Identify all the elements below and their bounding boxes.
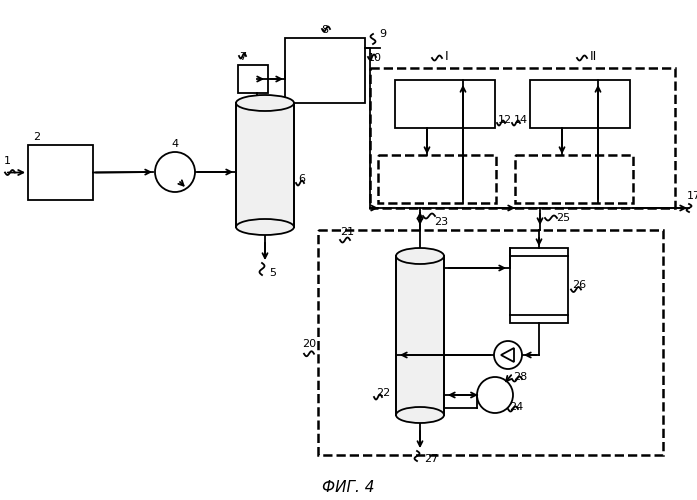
Text: 22: 22 bbox=[376, 388, 390, 398]
Bar bbox=[530, 80, 630, 128]
Bar bbox=[510, 248, 568, 323]
Bar bbox=[318, 230, 663, 455]
Text: 4: 4 bbox=[171, 139, 178, 149]
Text: 28: 28 bbox=[513, 372, 527, 382]
Bar bbox=[378, 155, 496, 203]
Text: 27: 27 bbox=[424, 454, 438, 464]
Text: 17: 17 bbox=[687, 191, 697, 201]
Text: 1: 1 bbox=[4, 156, 11, 166]
Text: ФИГ. 4: ФИГ. 4 bbox=[322, 480, 374, 496]
Circle shape bbox=[477, 377, 513, 413]
Ellipse shape bbox=[236, 95, 294, 111]
Text: 14: 14 bbox=[514, 115, 528, 125]
Text: 8: 8 bbox=[321, 25, 328, 35]
Bar bbox=[28, 145, 93, 200]
Circle shape bbox=[494, 341, 522, 369]
Text: II: II bbox=[590, 50, 597, 62]
Text: 20: 20 bbox=[302, 339, 316, 349]
Bar bbox=[238, 65, 268, 93]
Ellipse shape bbox=[236, 219, 294, 235]
Bar bbox=[370, 68, 675, 208]
Text: 9: 9 bbox=[379, 29, 386, 39]
Text: 21: 21 bbox=[340, 227, 354, 237]
Text: 5: 5 bbox=[269, 268, 276, 278]
Bar bbox=[515, 155, 633, 203]
Text: 7: 7 bbox=[239, 52, 246, 62]
Polygon shape bbox=[501, 348, 514, 362]
Text: 12: 12 bbox=[498, 115, 512, 125]
Text: 2: 2 bbox=[33, 132, 40, 142]
Text: 6: 6 bbox=[298, 174, 305, 184]
Bar bbox=[395, 80, 495, 128]
Text: 26: 26 bbox=[572, 280, 586, 290]
Text: 23: 23 bbox=[434, 217, 448, 227]
Text: 10: 10 bbox=[368, 53, 382, 63]
Bar bbox=[396, 256, 444, 415]
Text: 25: 25 bbox=[556, 213, 570, 223]
Text: 24: 24 bbox=[509, 402, 523, 412]
Circle shape bbox=[155, 152, 195, 192]
Ellipse shape bbox=[396, 248, 444, 264]
Bar bbox=[236, 103, 294, 227]
Ellipse shape bbox=[396, 407, 444, 423]
Text: I: I bbox=[445, 50, 449, 62]
Bar bbox=[285, 38, 365, 103]
